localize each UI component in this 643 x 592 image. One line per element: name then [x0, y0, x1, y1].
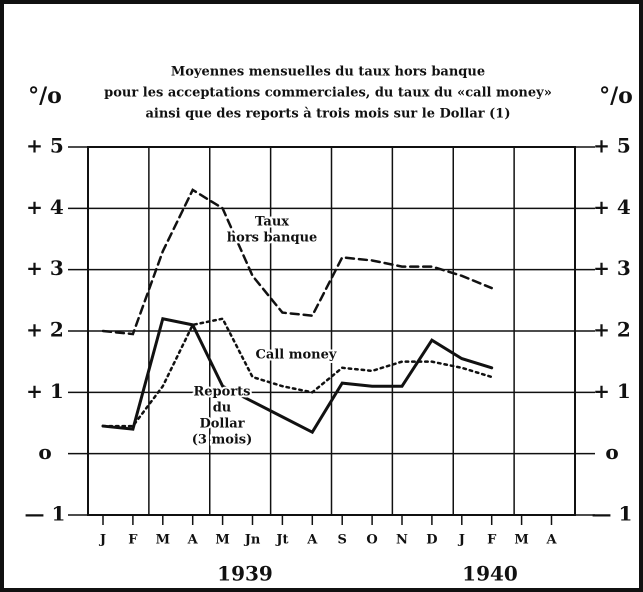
x-tick-label: Jt: [275, 533, 288, 548]
x-tick-label: O: [366, 533, 377, 548]
x-tick-label: N: [396, 533, 408, 548]
x-tick-label: J: [458, 533, 465, 548]
series-line: [101, 317, 493, 428]
y-tick-label: + 5: [593, 134, 631, 158]
y-tick-label: + 2: [26, 318, 64, 342]
y-tick-label: + 3: [593, 256, 631, 280]
y-tick-label: + 1: [26, 379, 64, 403]
x-tick-label: J: [99, 533, 106, 548]
x-tick-label: S: [338, 533, 347, 548]
x-tick-label: D: [426, 533, 437, 548]
y-tick-label: — 1: [25, 502, 66, 526]
y-tick-label: + 4: [593, 195, 631, 219]
series-line: [101, 316, 494, 435]
series-line: [101, 188, 493, 336]
series-label: Reports: [193, 385, 250, 400]
series-label: Taux: [255, 215, 289, 230]
y-unit: °/o: [28, 83, 62, 109]
series-label: du: [213, 401, 232, 416]
y-unit: °/o: [599, 83, 633, 109]
x-tick-label: M: [156, 533, 170, 548]
y-tick-label: o: [605, 440, 618, 464]
y-tick-label: + 2: [593, 318, 631, 342]
y-tick-label: + 5: [26, 134, 64, 158]
series-label: hors banque: [227, 231, 318, 246]
x-tick-label: Jn: [244, 533, 261, 548]
x-tick-label: F: [487, 533, 497, 548]
x-tick-label: F: [128, 533, 138, 548]
chart-title: pour les acceptations commerciales, du t…: [104, 86, 552, 101]
x-tick-label: M: [215, 533, 229, 548]
year-label: 1939: [217, 562, 273, 586]
y-tick-label: o: [38, 440, 51, 464]
y-tick-label: + 1: [593, 379, 631, 403]
x-tick-label: A: [187, 533, 199, 548]
chart-title: ainsi que des reports à trois mois sur l…: [145, 107, 510, 122]
y-tick-label: + 4: [26, 195, 64, 219]
chart-title: Moyennes mensuelles du taux hors banque: [171, 65, 485, 80]
x-tick-label: A: [306, 533, 318, 548]
series-label: (3 mois): [192, 433, 253, 448]
x-tick-label: A: [545, 533, 557, 548]
year-label: 1940: [462, 562, 518, 586]
series-label: Call money: [256, 348, 337, 363]
y-tick-label: — 1: [592, 502, 633, 526]
x-tick-label: M: [514, 533, 528, 548]
y-tick-label: + 3: [26, 256, 64, 280]
series-label: Dollar: [199, 417, 244, 432]
